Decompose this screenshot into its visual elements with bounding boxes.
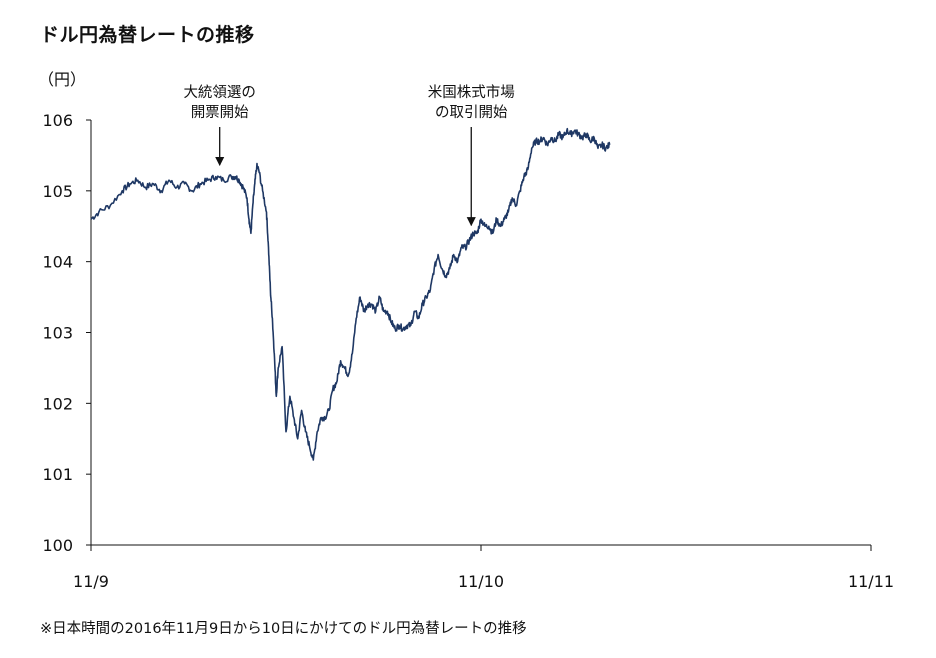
- annotation-label: 大統領選の: [183, 84, 256, 101]
- y-tick-label: 105: [42, 182, 73, 201]
- annotation-label: 米国株式市場: [428, 84, 515, 101]
- y-axis-unit-label: （円）: [38, 70, 87, 89]
- x-tick-label: 11/9: [73, 572, 109, 591]
- y-tick-label: 103: [42, 324, 73, 343]
- x-tick-label: 11/11: [848, 572, 894, 591]
- y-tick-label: 102: [42, 394, 73, 413]
- footnote: ※日本時間の2016年11月9日から10日にかけてのドル円為替レートの推移: [40, 621, 527, 637]
- annotation-label: 開票開始: [191, 104, 249, 121]
- y-tick-label: 100: [42, 536, 73, 555]
- x-tick-label: 11/10: [458, 572, 504, 591]
- chart-axes: [90, 120, 871, 546]
- chart-plot-area: [90, 127, 611, 461]
- annotation-label: の取引開始: [435, 104, 508, 121]
- y-tick-label: 104: [42, 253, 73, 272]
- series-line: [90, 127, 611, 461]
- chart-ticks: 100 101 102 103 104 105 106 11/9 11/10 11/11: [42, 111, 894, 591]
- y-tick-label: 101: [42, 465, 73, 484]
- page-title: ドル円為替レートの推移: [40, 24, 255, 46]
- y-tick-label: 106: [42, 111, 73, 130]
